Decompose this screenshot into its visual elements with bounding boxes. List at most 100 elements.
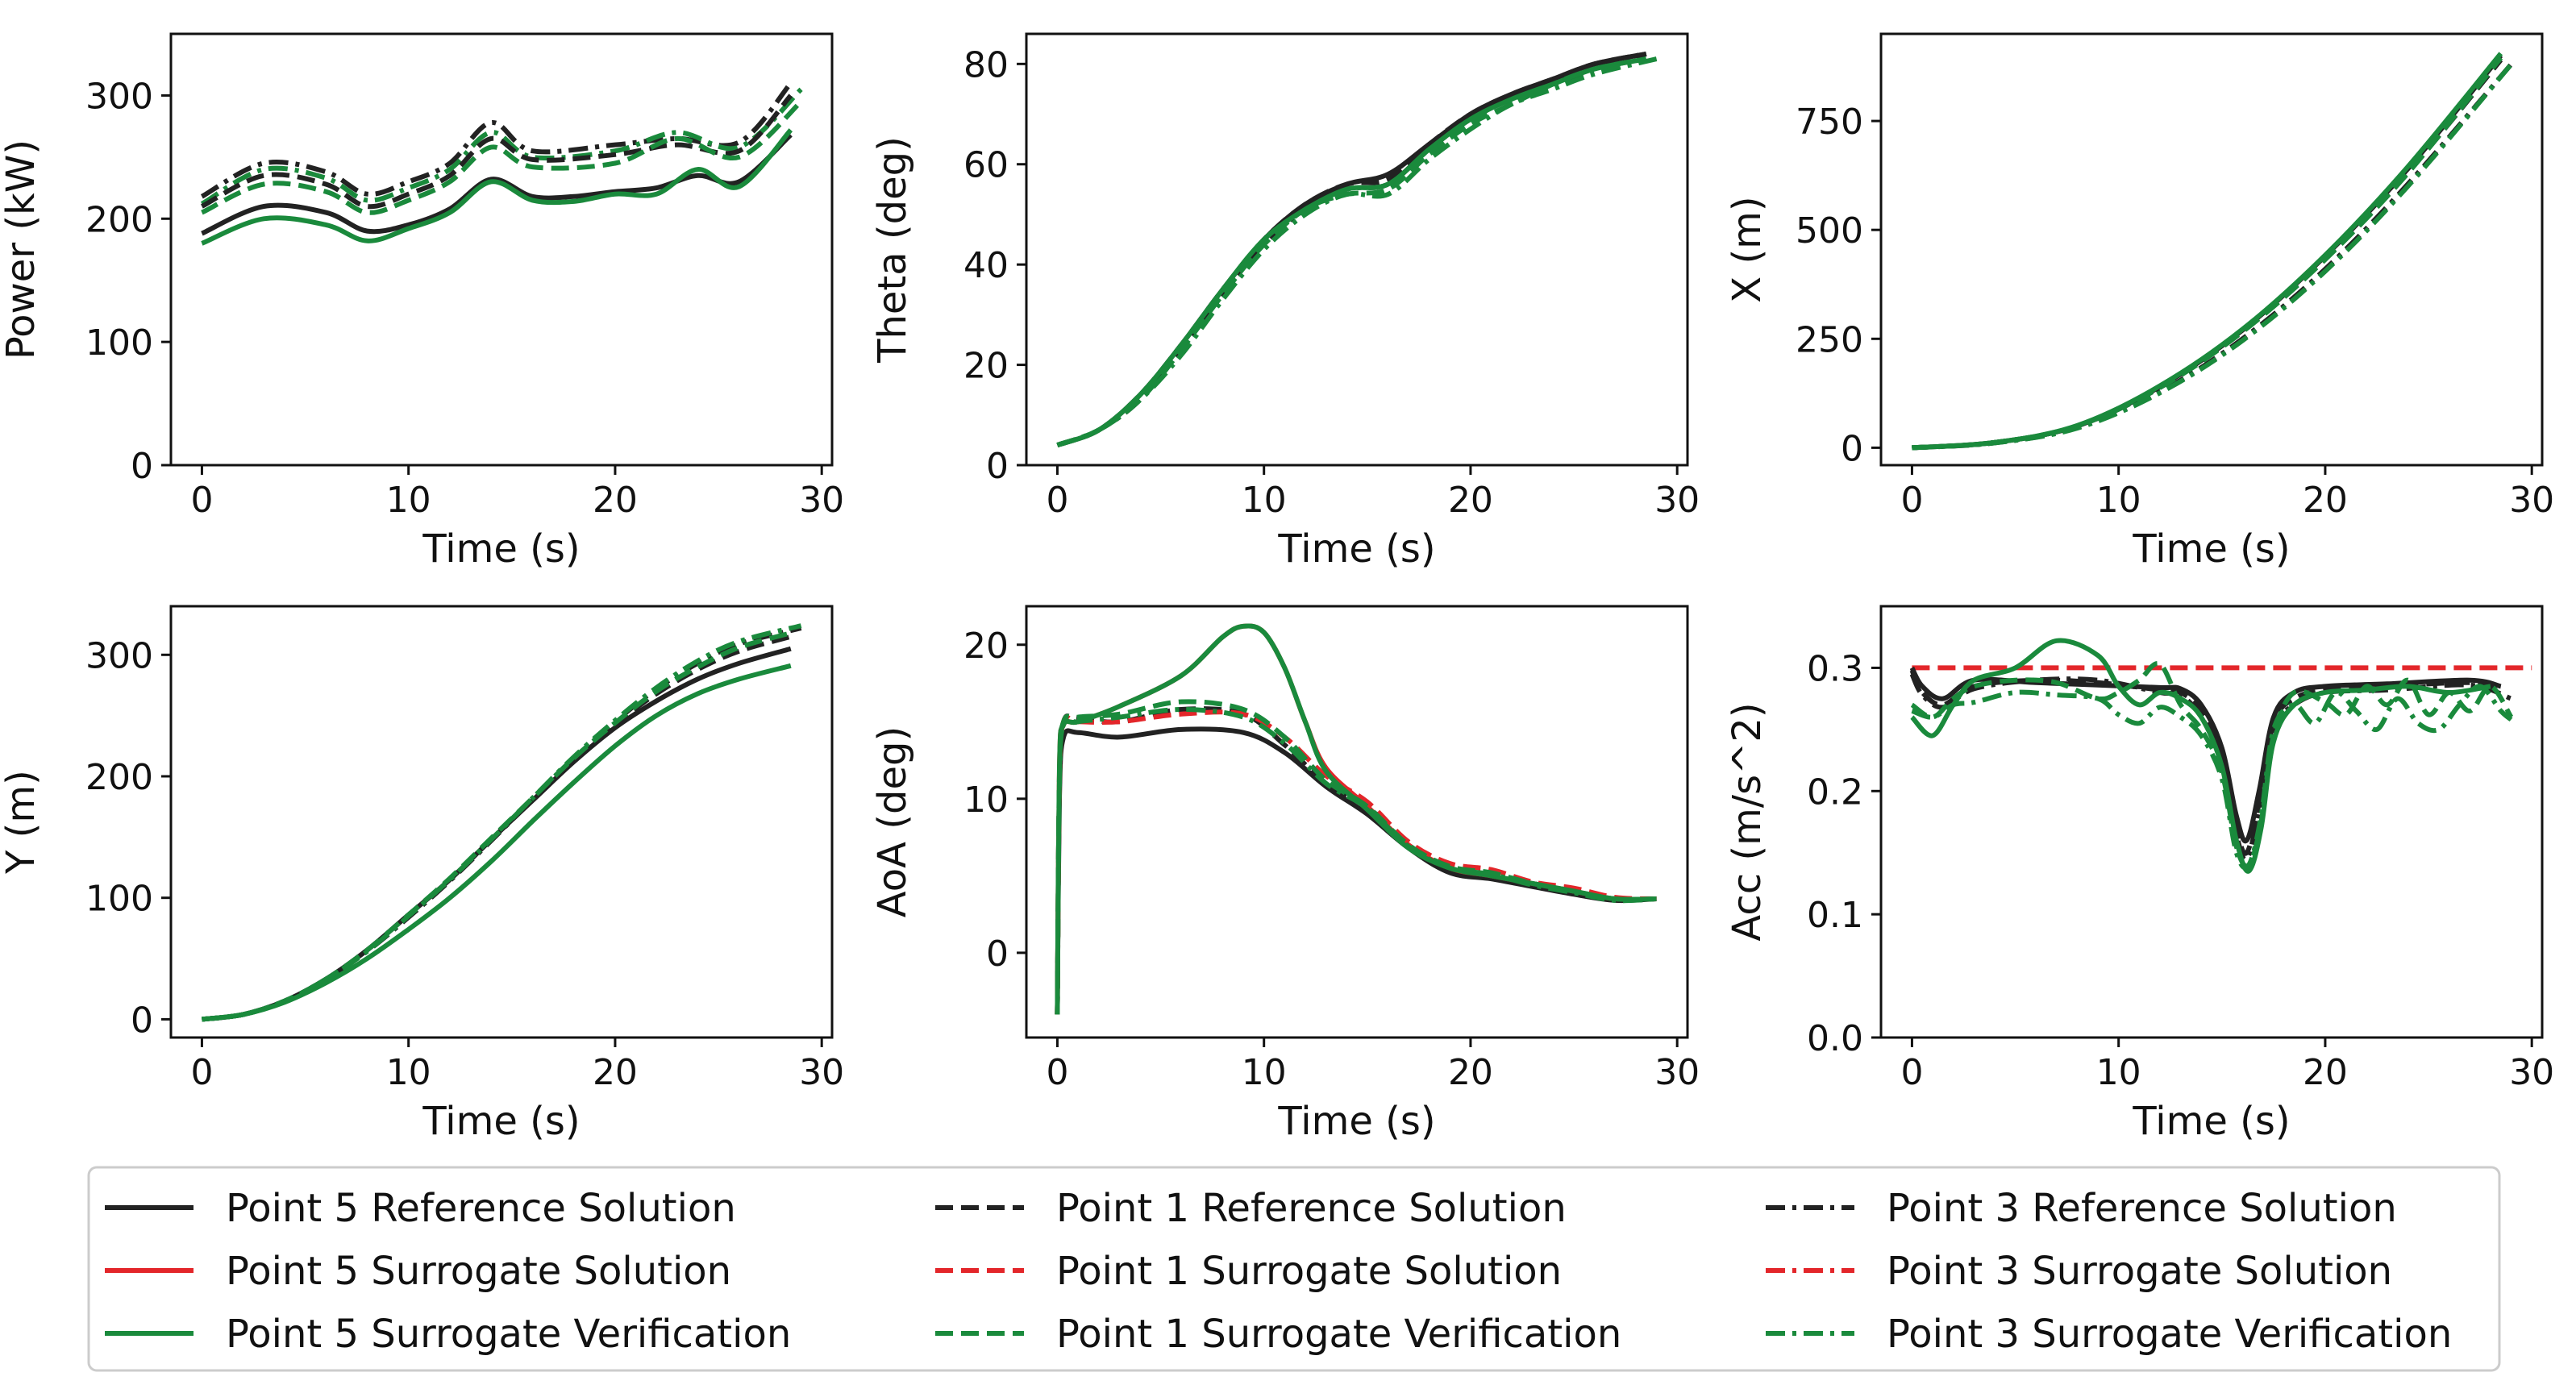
chart-theta: 0 10 20 30 0 20 40 60 80 Time (s) Theta (deg): [870, 32, 1700, 572]
y-tick-label: 60: [963, 145, 1009, 186]
x-tick-label: 0: [190, 480, 213, 521]
y-axis-label: X (m): [1725, 196, 1770, 302]
y-tick-label: 0.0: [1807, 1018, 1863, 1059]
x-tick-label: 10: [2096, 480, 2141, 521]
axes-frame: [1879, 605, 2544, 1039]
x-axis-label: Time (s): [1277, 526, 1435, 572]
x-tick-label: 20: [2303, 1052, 2348, 1093]
x-tick-label: 30: [1654, 1052, 1700, 1093]
x-axis-label: Time (s): [2132, 526, 2290, 572]
x-axis-label: Time (s): [422, 1099, 580, 1144]
series-line-point-5-reference-solution: [201, 133, 793, 236]
x-tick-label: 0: [1900, 1052, 1923, 1093]
legend-label: Point 5 Surrogate Verification: [226, 1312, 791, 1357]
series-line-point-5-surrogate-verification: [1910, 638, 2491, 874]
axes-frame: [169, 605, 834, 1039]
x-tick-label: 30: [799, 480, 844, 521]
legend: Point 5 Reference Solution Point 5 Surrog…: [87, 1166, 2501, 1372]
legend-entry: Point 3 Surrogate Verification: [1766, 1312, 2452, 1357]
x-tick-label: 10: [1242, 1052, 1287, 1093]
series-line-point-1-reference-solution: [201, 94, 793, 210]
series-group: [1912, 52, 2513, 451]
series-line-point-1-surrogate-verification: [201, 99, 803, 215]
y-tick-label: 0.2: [1807, 771, 1863, 813]
axes-frame: [1879, 32, 2544, 467]
x-tick-label: 0: [1046, 1052, 1068, 1093]
x-tick-label: 10: [1242, 480, 1287, 521]
y-tick-label: 200: [85, 199, 153, 240]
y-tick-label: 200: [85, 757, 153, 798]
y-tick-label: 0: [1841, 428, 1863, 469]
x-tick-label: 0: [190, 1052, 213, 1093]
series-line-point-5-reference-solution: [1055, 726, 1657, 1015]
axes-frame: [1025, 605, 1689, 1039]
chart-x: 0 10 20 30 0 250 500 750 Time (s) X (m): [1725, 32, 2554, 572]
x-tick-label: 10: [386, 480, 431, 521]
legend-entry: Point 1 Surrogate Solution: [935, 1249, 1562, 1294]
series-group: [1055, 623, 1657, 1015]
x-tick-label: 20: [1448, 480, 1493, 521]
series-line-point-3-surrogate-verification: [200, 87, 803, 206]
y-tick-label: 0.1: [1807, 895, 1863, 936]
legend-label: Point 5 Reference Solution: [226, 1186, 736, 1231]
y-axis-label: Theta (deg): [870, 136, 915, 364]
series-line-point-3-surrogate-verification: [1056, 56, 1658, 447]
x-tick-label: 20: [593, 1052, 638, 1093]
legend-label: Point 3 Surrogate Verification: [1887, 1312, 2452, 1357]
legend-entry: Point 1 Reference Solution: [935, 1186, 1567, 1231]
series-group: [202, 623, 802, 1022]
legend-label: Point 1 Surrogate Solution: [1056, 1249, 1562, 1294]
series-line-point-5-surrogate-verification: [201, 128, 793, 246]
y-axis-label: Y (m): [0, 770, 44, 875]
x-tick-label: 30: [2509, 1052, 2554, 1093]
legend-entry: Point 3 Surrogate Solution: [1766, 1249, 2392, 1294]
legend-entries: Point 5 Reference Solution Point 5 Surrog…: [105, 1186, 2452, 1357]
legend-entry: Point 5 Reference Solution: [105, 1186, 736, 1231]
series-group: [1909, 638, 2532, 874]
chart-acc: 0 10 20 30 0.0 0.1 0.2 0.3 Time (s) Acc (m/s^2): [1725, 605, 2554, 1144]
axes-frame: [169, 32, 834, 467]
series-line-point-3-surrogate-verification: [202, 623, 802, 1022]
series-line-point-3-surrogate-verification: [1055, 707, 1657, 1015]
legend-label: Point 1 Surrogate Verification: [1056, 1312, 1621, 1357]
legend-label: Point 1 Reference Solution: [1056, 1186, 1567, 1231]
legend-entry: Point 5 Surrogate Verification: [105, 1312, 791, 1357]
y-tick-label: 750: [1796, 102, 1863, 143]
y-tick-label: 0: [131, 446, 153, 487]
x-tick-label: 20: [2303, 480, 2348, 521]
y-tick-label: 80: [963, 44, 1009, 85]
y-tick-label: 40: [963, 245, 1009, 286]
y-tick-label: 0: [131, 1000, 153, 1041]
x-tick-label: 10: [2096, 1052, 2141, 1093]
legend-entry: Point 3 Reference Solution: [1766, 1186, 2397, 1231]
legend-label: Point 3 Reference Solution: [1887, 1186, 2397, 1231]
y-tick-label: 250: [1796, 319, 1863, 360]
series-line-point-5-surrogate-verification: [1912, 52, 2503, 451]
x-axis-label: Time (s): [2132, 1099, 2290, 1144]
y-axis-label: AoA (deg): [870, 726, 915, 917]
legend-frame: [87, 1166, 2501, 1372]
y-tick-label: 0: [986, 934, 1009, 975]
legend-label: Point 5 Surrogate Solution: [226, 1249, 731, 1294]
y-tick-label: 300: [85, 76, 153, 117]
y-axis-label: Acc (m/s^2): [1725, 702, 1770, 941]
y-tick-label: 300: [85, 635, 153, 676]
x-tick-label: 30: [2509, 480, 2554, 521]
y-tick-label: 0.3: [1807, 648, 1863, 689]
y-tick-label: 20: [963, 346, 1009, 387]
y-axis-label: Power (kW): [0, 139, 44, 360]
x-tick-label: 30: [799, 1052, 844, 1093]
x-axis-label: Time (s): [422, 526, 580, 572]
series-line-point-3-surrogate-verification: [1911, 684, 2513, 871]
y-tick-label: 100: [85, 322, 153, 364]
x-tick-label: 10: [386, 1052, 431, 1093]
axes-frame: [1025, 32, 1689, 467]
series-line-point-5-surrogate-verification: [1056, 56, 1647, 447]
y-tick-label: 100: [85, 879, 153, 920]
y-tick-label: 20: [963, 626, 1009, 667]
x-tick-label: 20: [1448, 1052, 1493, 1093]
x-tick-label: 30: [1654, 480, 1700, 521]
